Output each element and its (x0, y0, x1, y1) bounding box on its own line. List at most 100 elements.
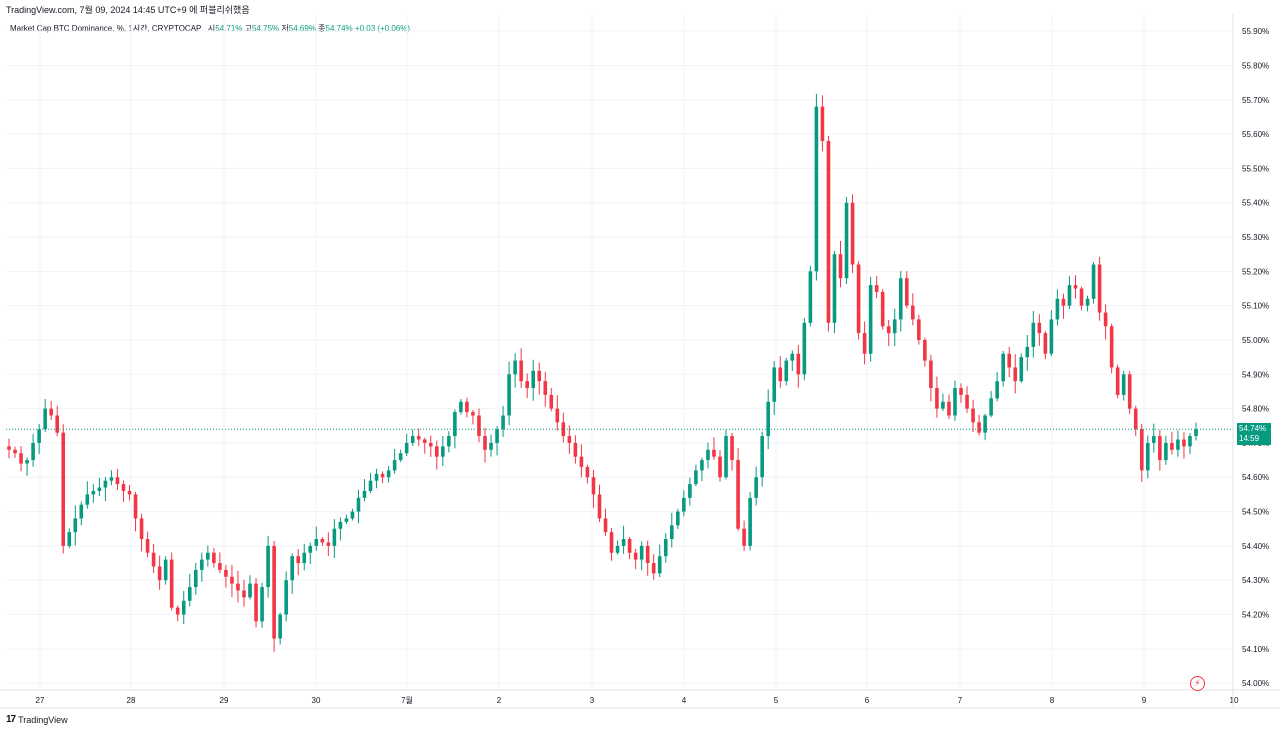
candle-body (1091, 264, 1096, 299)
candle-body (519, 360, 523, 382)
candle-body (874, 285, 879, 292)
high-value: 54.75% (252, 24, 280, 33)
candle-body (459, 401, 463, 413)
candle-body (1139, 429, 1144, 471)
candle-body (103, 480, 108, 488)
candle-body (338, 521, 343, 529)
candle-body (332, 528, 337, 546)
candle-body (676, 511, 680, 526)
candle-body (603, 518, 608, 533)
candle-body (663, 539, 668, 557)
candle-body (844, 202, 849, 279)
candle-body (296, 556, 301, 564)
candle-body (904, 278, 909, 306)
y-tick-label: 55.60% (1242, 130, 1269, 139)
candle-body (49, 408, 53, 416)
y-tick-label: 55.80% (1242, 61, 1269, 70)
candle-body (1182, 439, 1186, 447)
candle-body (1176, 439, 1180, 450)
candle-body (1121, 374, 1126, 395)
candle-body (1043, 333, 1048, 354)
candle-body (754, 477, 758, 498)
x-tick-label: 3 (590, 696, 595, 705)
candle-body (73, 518, 78, 533)
candle-body (465, 401, 469, 413)
candle-body (314, 539, 319, 546)
candle-body (760, 436, 764, 478)
candle-body (621, 539, 626, 546)
candle-body (242, 590, 246, 598)
candle-body (302, 552, 307, 564)
low-label: 저 (281, 24, 289, 33)
candle-body (489, 442, 493, 450)
candle-body (1037, 322, 1042, 334)
close-value: 54.74% (325, 24, 353, 33)
candle-body (483, 436, 487, 450)
candle-body (989, 398, 993, 416)
candle-body (724, 436, 728, 478)
candle-body (898, 278, 903, 320)
candle-body (814, 106, 819, 272)
y-tick-label: 55.10% (1242, 302, 1269, 311)
candle-body (471, 412, 475, 416)
candle-body (206, 552, 210, 560)
candle-body (591, 477, 596, 495)
candle-body (1049, 319, 1054, 354)
candle-body (1145, 442, 1150, 471)
candle-body (1170, 442, 1174, 450)
candle-body (151, 552, 156, 567)
candle-body (133, 494, 138, 519)
candle-body (380, 473, 385, 478)
candle-body (911, 305, 915, 320)
candle-body (712, 449, 716, 457)
candle-body (121, 484, 126, 491)
candle-body (736, 460, 740, 529)
candle-body (531, 370, 536, 389)
candle-body (1194, 429, 1198, 437)
y-tick-label: 55.90% (1242, 27, 1269, 36)
candle-body (1085, 298, 1090, 306)
candle-body (555, 408, 560, 423)
candle-body (374, 473, 379, 481)
lightning-icon[interactable]: ⚡ (1190, 676, 1205, 691)
candle-body (802, 322, 807, 375)
candle-body (266, 545, 270, 588)
candle-body (37, 429, 41, 443)
candle-body (495, 429, 499, 443)
x-tick-label: 9 (1142, 696, 1147, 705)
candle-body (694, 470, 698, 485)
candle-body (230, 576, 234, 584)
candle-body (796, 353, 801, 375)
candle-body (7, 446, 11, 450)
candle-body (477, 415, 481, 437)
candle-body (862, 333, 867, 354)
candle-body (1164, 442, 1168, 461)
last-price-value: 54.74% (1239, 424, 1267, 434)
x-tick-label: 30 (312, 696, 321, 705)
candle-body (139, 518, 144, 540)
tradingview-brand[interactable]: 17 TradingView (6, 714, 68, 725)
candle-body (820, 106, 825, 141)
symbol-legend: Market Cap BTC Dominance, %, 1시간, CRYPTO… (10, 23, 410, 34)
candle-body (1007, 353, 1012, 368)
x-tick-label: 5 (774, 696, 779, 705)
candle-body (543, 381, 548, 395)
candle-body (79, 504, 84, 519)
candle-body (435, 446, 439, 457)
candle-body (362, 490, 367, 498)
candle-body (181, 600, 186, 615)
symbol-name[interactable]: Market Cap BTC Dominance, %, 1시간, CRYPTO… (10, 24, 202, 33)
candle-body (1025, 346, 1030, 358)
x-tick-label: 8 (1050, 696, 1055, 705)
candle-body (609, 532, 614, 553)
candle-body (1109, 326, 1114, 368)
y-tick-label: 54.90% (1242, 370, 1269, 379)
candle-body (971, 408, 975, 423)
candle-body (350, 511, 355, 519)
candle-body (1152, 436, 1156, 443)
candle-body (549, 394, 554, 409)
high-label: 고 (244, 24, 253, 33)
candle-body (615, 545, 620, 553)
candle-body (627, 539, 632, 553)
